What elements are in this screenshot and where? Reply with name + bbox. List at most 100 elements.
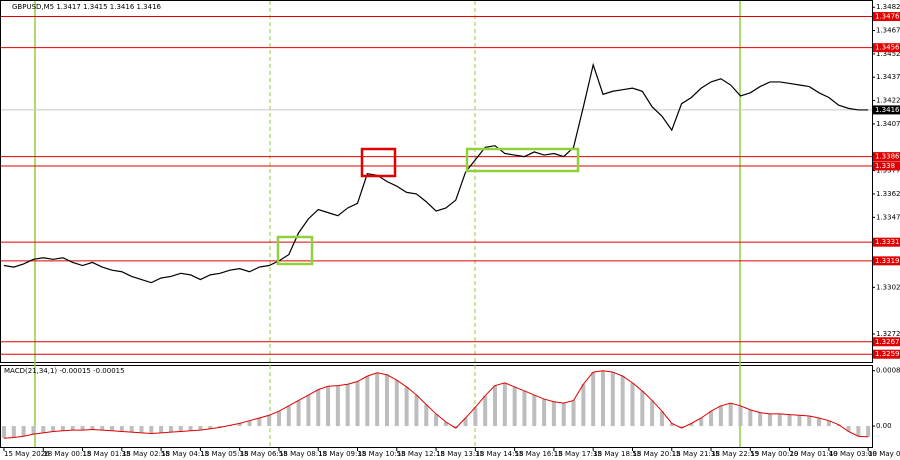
macd-bar <box>119 426 124 432</box>
macd-bar <box>866 426 871 437</box>
macd-bar <box>326 386 331 427</box>
macd-bar <box>591 372 596 427</box>
macd-title: MACD(21,34,1) -0.00015 -0.00015 <box>4 367 125 375</box>
macd-bar <box>139 426 144 433</box>
macd-bar <box>807 415 812 427</box>
macd-bar <box>699 417 704 427</box>
macd-bar <box>728 403 733 427</box>
x-tick-label: 18 May 17:35 <box>554 450 602 458</box>
x-tick-label: 18 May 00:15 <box>43 450 91 458</box>
macd-bar <box>178 426 183 432</box>
macd-bar <box>168 426 173 433</box>
macd-bar <box>581 384 586 427</box>
x-tick-label: 19 May 01:40 <box>790 450 838 458</box>
macd-bar <box>571 400 576 427</box>
y-tick-label: 1.3482 <box>876 3 900 11</box>
macd-bar <box>276 411 281 427</box>
y-tick-label: 1.3302 <box>876 283 900 291</box>
level-label-bg <box>873 337 900 347</box>
macd-bar <box>551 401 556 427</box>
level-label-bg <box>873 349 900 359</box>
macd-bar <box>640 390 645 427</box>
macd-bar <box>787 414 792 427</box>
macd-bar <box>434 413 439 427</box>
macd-bar <box>650 400 655 427</box>
x-tick-label: 18 May 08:15 <box>279 450 327 458</box>
y-tick-label: 1.3407 <box>876 120 900 128</box>
macd-bar <box>100 426 105 431</box>
x-tick-label: 18 May 22:55 <box>711 450 759 458</box>
macd-bar <box>188 426 193 431</box>
macd-bar <box>483 395 488 427</box>
x-tick-label: 18 May 10:55 <box>358 450 406 458</box>
level-label: 1.3267 <box>875 338 900 346</box>
macd-bar <box>208 426 213 429</box>
macd-bar <box>453 426 458 429</box>
macd-bar <box>424 404 429 427</box>
macd-bar <box>659 411 664 427</box>
price-line <box>3 62 869 284</box>
macd-bar <box>375 372 380 427</box>
x-tick-label: 15 May 2026 <box>4 450 50 458</box>
macd-bar <box>110 426 115 431</box>
macd-bar <box>601 370 606 427</box>
macd-bar <box>709 411 714 427</box>
macd-bar <box>679 426 684 429</box>
macd-bar <box>60 426 65 431</box>
macd-bar <box>345 384 350 427</box>
macd-bar <box>384 374 389 427</box>
macd-bar <box>21 426 26 437</box>
macd-bar <box>129 426 134 433</box>
macd-bar <box>522 390 527 427</box>
level-label-bg <box>873 237 900 247</box>
x-tick-label: 19 May 03:00 <box>829 450 877 458</box>
level-label-bg <box>873 152 900 162</box>
y-tick-label: 1.3347 <box>876 213 900 221</box>
level-label: 1.3456 <box>875 44 900 52</box>
signal-box <box>360 147 397 178</box>
level-label: 1.3259 <box>875 350 900 358</box>
macd-bar <box>502 382 507 427</box>
macd-bar <box>610 372 615 427</box>
macd-bar <box>797 415 802 427</box>
macd-bar <box>404 386 409 427</box>
macd-bar <box>355 381 360 427</box>
macd-bar <box>414 395 419 427</box>
y-tick-label: 1.3437 <box>876 73 900 81</box>
level-label-bg <box>873 161 900 171</box>
macd-bar <box>286 405 291 427</box>
x-tick-label: 19 May 00:20 <box>750 450 798 458</box>
y-tick-label: 1.3377 <box>876 167 900 175</box>
current-price-bg <box>873 105 900 115</box>
macd-bar <box>561 403 566 427</box>
macd-bar <box>493 385 497 427</box>
macd-bar <box>365 376 370 427</box>
x-tick-label: 18 May 01:35 <box>83 450 131 458</box>
macd-bar <box>31 426 36 435</box>
y-tick-label: 1.3467 <box>876 27 900 35</box>
macd-bar <box>70 426 75 431</box>
x-tick-label: 18 May 06:55 <box>240 450 288 458</box>
macd-bar <box>80 426 85 431</box>
macd-bar <box>394 380 399 427</box>
macd-bar <box>532 395 537 427</box>
x-tick-label: 19 May 04:20 <box>868 450 900 458</box>
signal-box <box>276 235 314 266</box>
macd-bar <box>335 385 340 427</box>
macd-bar <box>463 417 468 427</box>
y-tick-label: 1.3272 <box>876 330 900 338</box>
macd-bar <box>41 426 46 433</box>
x-tick-label: 18 May 14:55 <box>475 450 523 458</box>
y-tick-label: 1.3422 <box>876 97 900 105</box>
macd-bar <box>149 426 154 434</box>
macd-bar <box>846 426 851 432</box>
x-tick-label: 18 May 05:35 <box>200 450 248 458</box>
macd-bar <box>2 426 6 439</box>
x-tick-label: 18 May 20:15 <box>632 450 680 458</box>
level-label: 1.3331 <box>875 238 900 246</box>
x-tick-label: 18 May 02:55 <box>122 450 170 458</box>
x-tick-label: 18 May 04:15 <box>161 450 209 458</box>
macd-bar <box>247 420 252 427</box>
x-tick-label: 18 May 09:35 <box>318 450 366 458</box>
macd-bar <box>758 412 763 427</box>
